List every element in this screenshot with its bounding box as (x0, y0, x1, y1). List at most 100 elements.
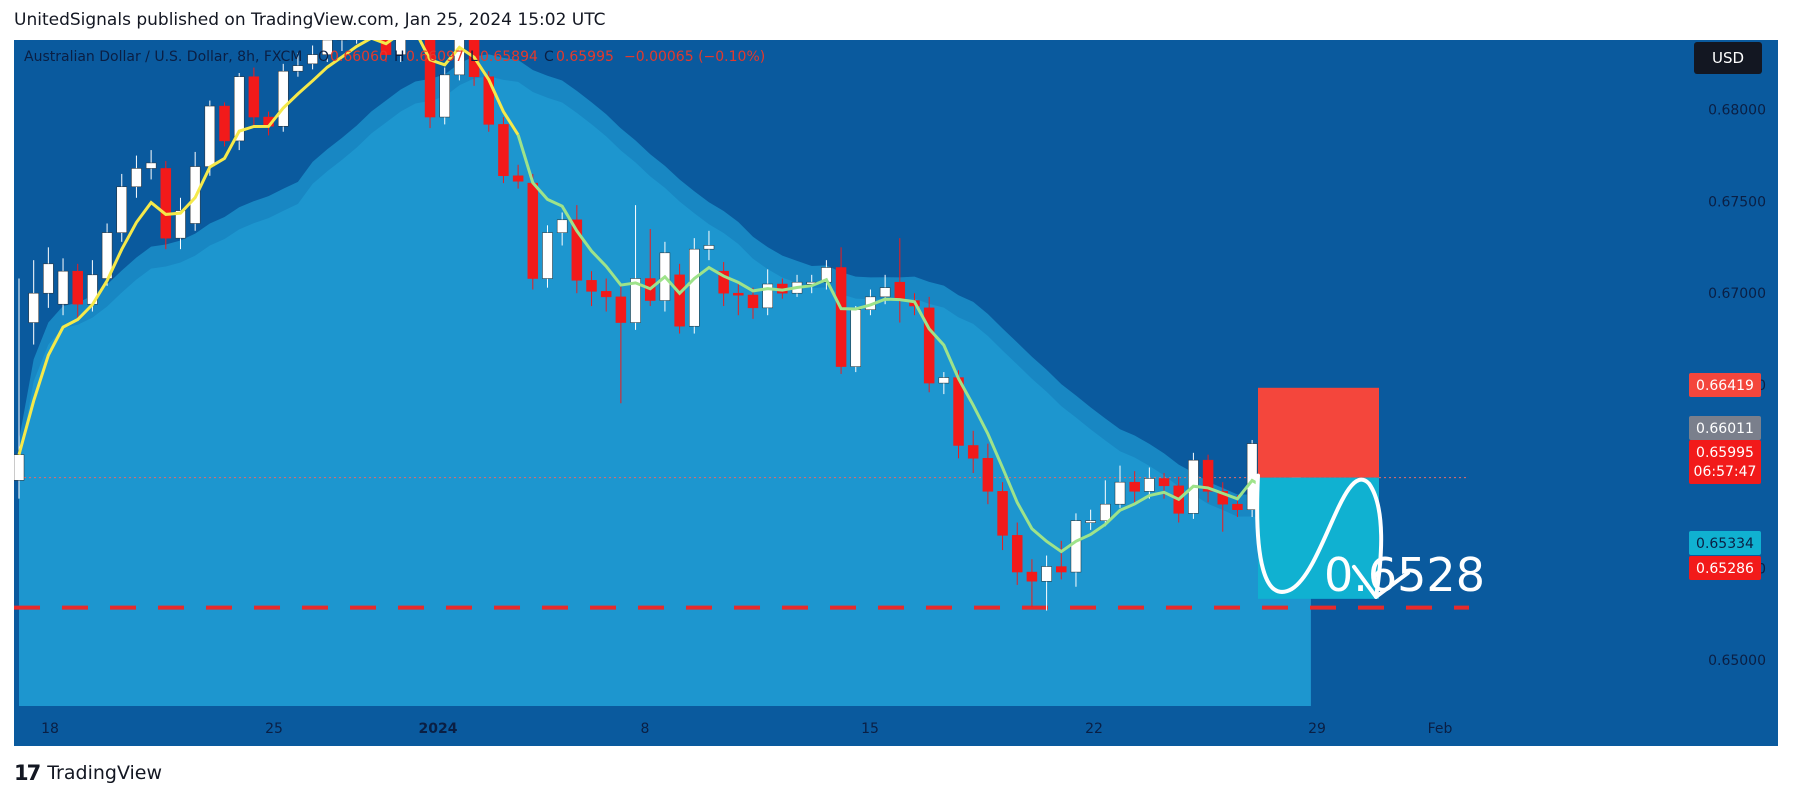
candle (733, 284, 744, 316)
price-chart[interactable]: 18 25 2024 8 15 22 29 Feb 0.68000 0.67500 0.67000… (14, 40, 1778, 746)
candle (762, 269, 773, 316)
candle (175, 197, 186, 250)
candle-body (571, 219, 583, 281)
currency-button[interactable]: USD (1712, 49, 1744, 67)
candle-body (454, 40, 465, 76)
candle-body (498, 124, 509, 177)
candle (835, 247, 847, 374)
y-axis-tick-label: 0.67000 (1708, 286, 1766, 302)
support-price-label-bg (1689, 556, 1761, 580)
candle-body (527, 182, 539, 279)
y-axis-tick-label: 0.65000 (1708, 653, 1766, 669)
candle (1085, 509, 1096, 530)
candle-body (747, 294, 759, 309)
x-axis-tick-label: 22 (1085, 721, 1103, 737)
candle-body (923, 307, 935, 384)
last-price-label: 0.65995 (1696, 445, 1754, 461)
candle (322, 40, 333, 63)
candle (997, 482, 1008, 551)
legend-o-value: 0.66060 (330, 49, 388, 65)
candle (938, 372, 950, 395)
legend-h-value: 0.66097 (406, 49, 464, 65)
last-price-label-bg (1689, 440, 1761, 484)
candle (1217, 482, 1229, 532)
candle (1202, 454, 1214, 503)
stop-loss-zone (1258, 387, 1379, 478)
candle (923, 296, 935, 393)
candle-body (439, 74, 450, 118)
candle-body (1232, 503, 1243, 510)
candle (850, 306, 862, 373)
candle (982, 443, 994, 505)
candle (556, 212, 568, 246)
candle (747, 287, 759, 319)
chart-frame[interactable]: 18 25 2024 8 15 22 29 Feb 0.68000 0.67500 0.67000… (14, 40, 1778, 746)
candle (674, 263, 685, 334)
candle-body (733, 292, 744, 296)
tradingview-logo-icon[interactable]: 17 (14, 761, 41, 785)
candle-body (14, 454, 25, 481)
candle (1158, 472, 1170, 499)
candle (600, 278, 612, 312)
candle (1144, 467, 1155, 499)
footer-brand[interactable]: TradingView (47, 762, 163, 784)
candle-body (248, 76, 260, 118)
candle-body (175, 210, 186, 239)
candle-body (1202, 459, 1214, 492)
y-axis-tick-label: 0.67500 (1708, 194, 1766, 210)
candle-body (835, 267, 847, 367)
candle-body (1144, 478, 1155, 492)
candle (395, 40, 406, 63)
stop-price-label: 0.66419 (1696, 378, 1754, 394)
candle (72, 263, 83, 321)
candle-body (322, 40, 333, 55)
candle-body (380, 40, 392, 55)
candle (1011, 522, 1023, 585)
stop-price-label-bg (1689, 373, 1761, 397)
moving-average-line-green (516, 134, 1312, 554)
legend-change: −0.00065 (−0.10%) (624, 49, 765, 65)
arrow-down-icon (1352, 564, 1410, 599)
candle (689, 238, 700, 334)
candle (571, 205, 583, 294)
candle (542, 225, 553, 288)
support-price-label: 0.65286 (1696, 561, 1754, 577)
candle (1026, 559, 1038, 607)
ask-price-label: 0.66011 (1696, 421, 1754, 437)
currency-button-bg[interactable] (1694, 42, 1762, 74)
candle (57, 258, 69, 316)
candle-body (556, 219, 568, 233)
candle-body (1100, 503, 1111, 521)
y-axis-tick-label: 0.68000 (1708, 103, 1766, 119)
candle (498, 117, 509, 184)
candle-body (512, 175, 524, 182)
candle (1041, 555, 1052, 611)
candle-body (131, 168, 142, 188)
candle-body (483, 76, 495, 125)
candle (718, 262, 729, 307)
x-axis-bar (14, 706, 1778, 746)
candle-body (28, 292, 39, 323)
candle (1129, 471, 1140, 505)
candle (454, 40, 465, 81)
candle-body (72, 270, 83, 305)
bar-countdown: 06:57:47 (1694, 464, 1757, 480)
candle (14, 278, 25, 499)
candle (28, 260, 39, 345)
candle-body (542, 232, 553, 279)
candle-body (967, 445, 979, 459)
candle (615, 285, 627, 404)
candle-body (145, 162, 157, 169)
candle-body (204, 105, 216, 167)
candle (586, 271, 597, 307)
candle (630, 205, 641, 330)
candle-body (615, 296, 627, 323)
candle (1100, 480, 1111, 527)
candle-body (424, 40, 436, 118)
candle-body (879, 287, 891, 298)
candle-body (233, 76, 245, 142)
candle-body (219, 105, 230, 142)
target-price-label-bg (1689, 531, 1761, 555)
legend-l-value: 0.65894 (480, 49, 538, 65)
candle (527, 173, 539, 290)
